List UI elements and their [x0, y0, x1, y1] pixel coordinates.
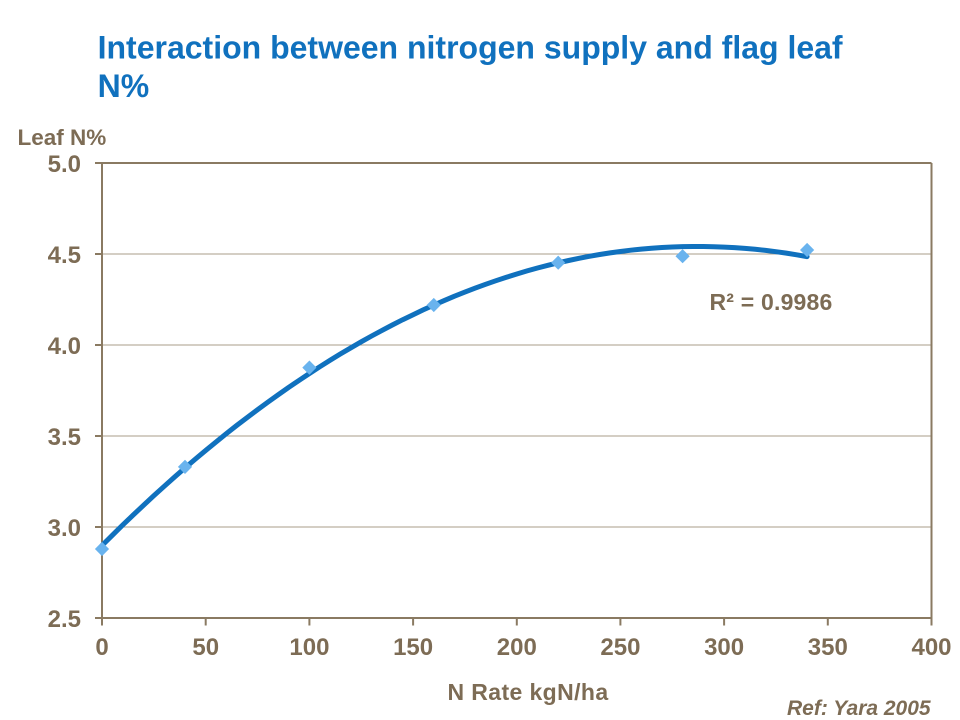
svg-text:2.5: 2.5	[48, 606, 81, 633]
svg-text:3.0: 3.0	[48, 515, 81, 542]
svg-text:4.5: 4.5	[48, 242, 81, 269]
svg-text:400: 400	[911, 634, 951, 661]
svg-text:200: 200	[497, 634, 537, 661]
svg-text:Leaf N%: Leaf N%	[18, 125, 107, 150]
svg-text:150: 150	[393, 634, 433, 661]
svg-text:Ref: Yara 2005: Ref: Yara 2005	[787, 697, 931, 720]
svg-text:0: 0	[95, 634, 108, 661]
svg-text:250: 250	[600, 634, 640, 661]
svg-text:350: 350	[808, 634, 848, 661]
svg-text:100: 100	[289, 634, 329, 661]
svg-text:R² = 0.9986: R² = 0.9986	[710, 289, 833, 315]
svg-text:300: 300	[704, 634, 744, 661]
svg-text:4.0: 4.0	[48, 333, 81, 360]
svg-text:N Rate kgN/ha: N Rate kgN/ha	[447, 679, 608, 705]
svg-text:50: 50	[192, 634, 219, 661]
svg-text:5.0: 5.0	[48, 151, 81, 178]
svg-text:3.5: 3.5	[48, 424, 81, 451]
